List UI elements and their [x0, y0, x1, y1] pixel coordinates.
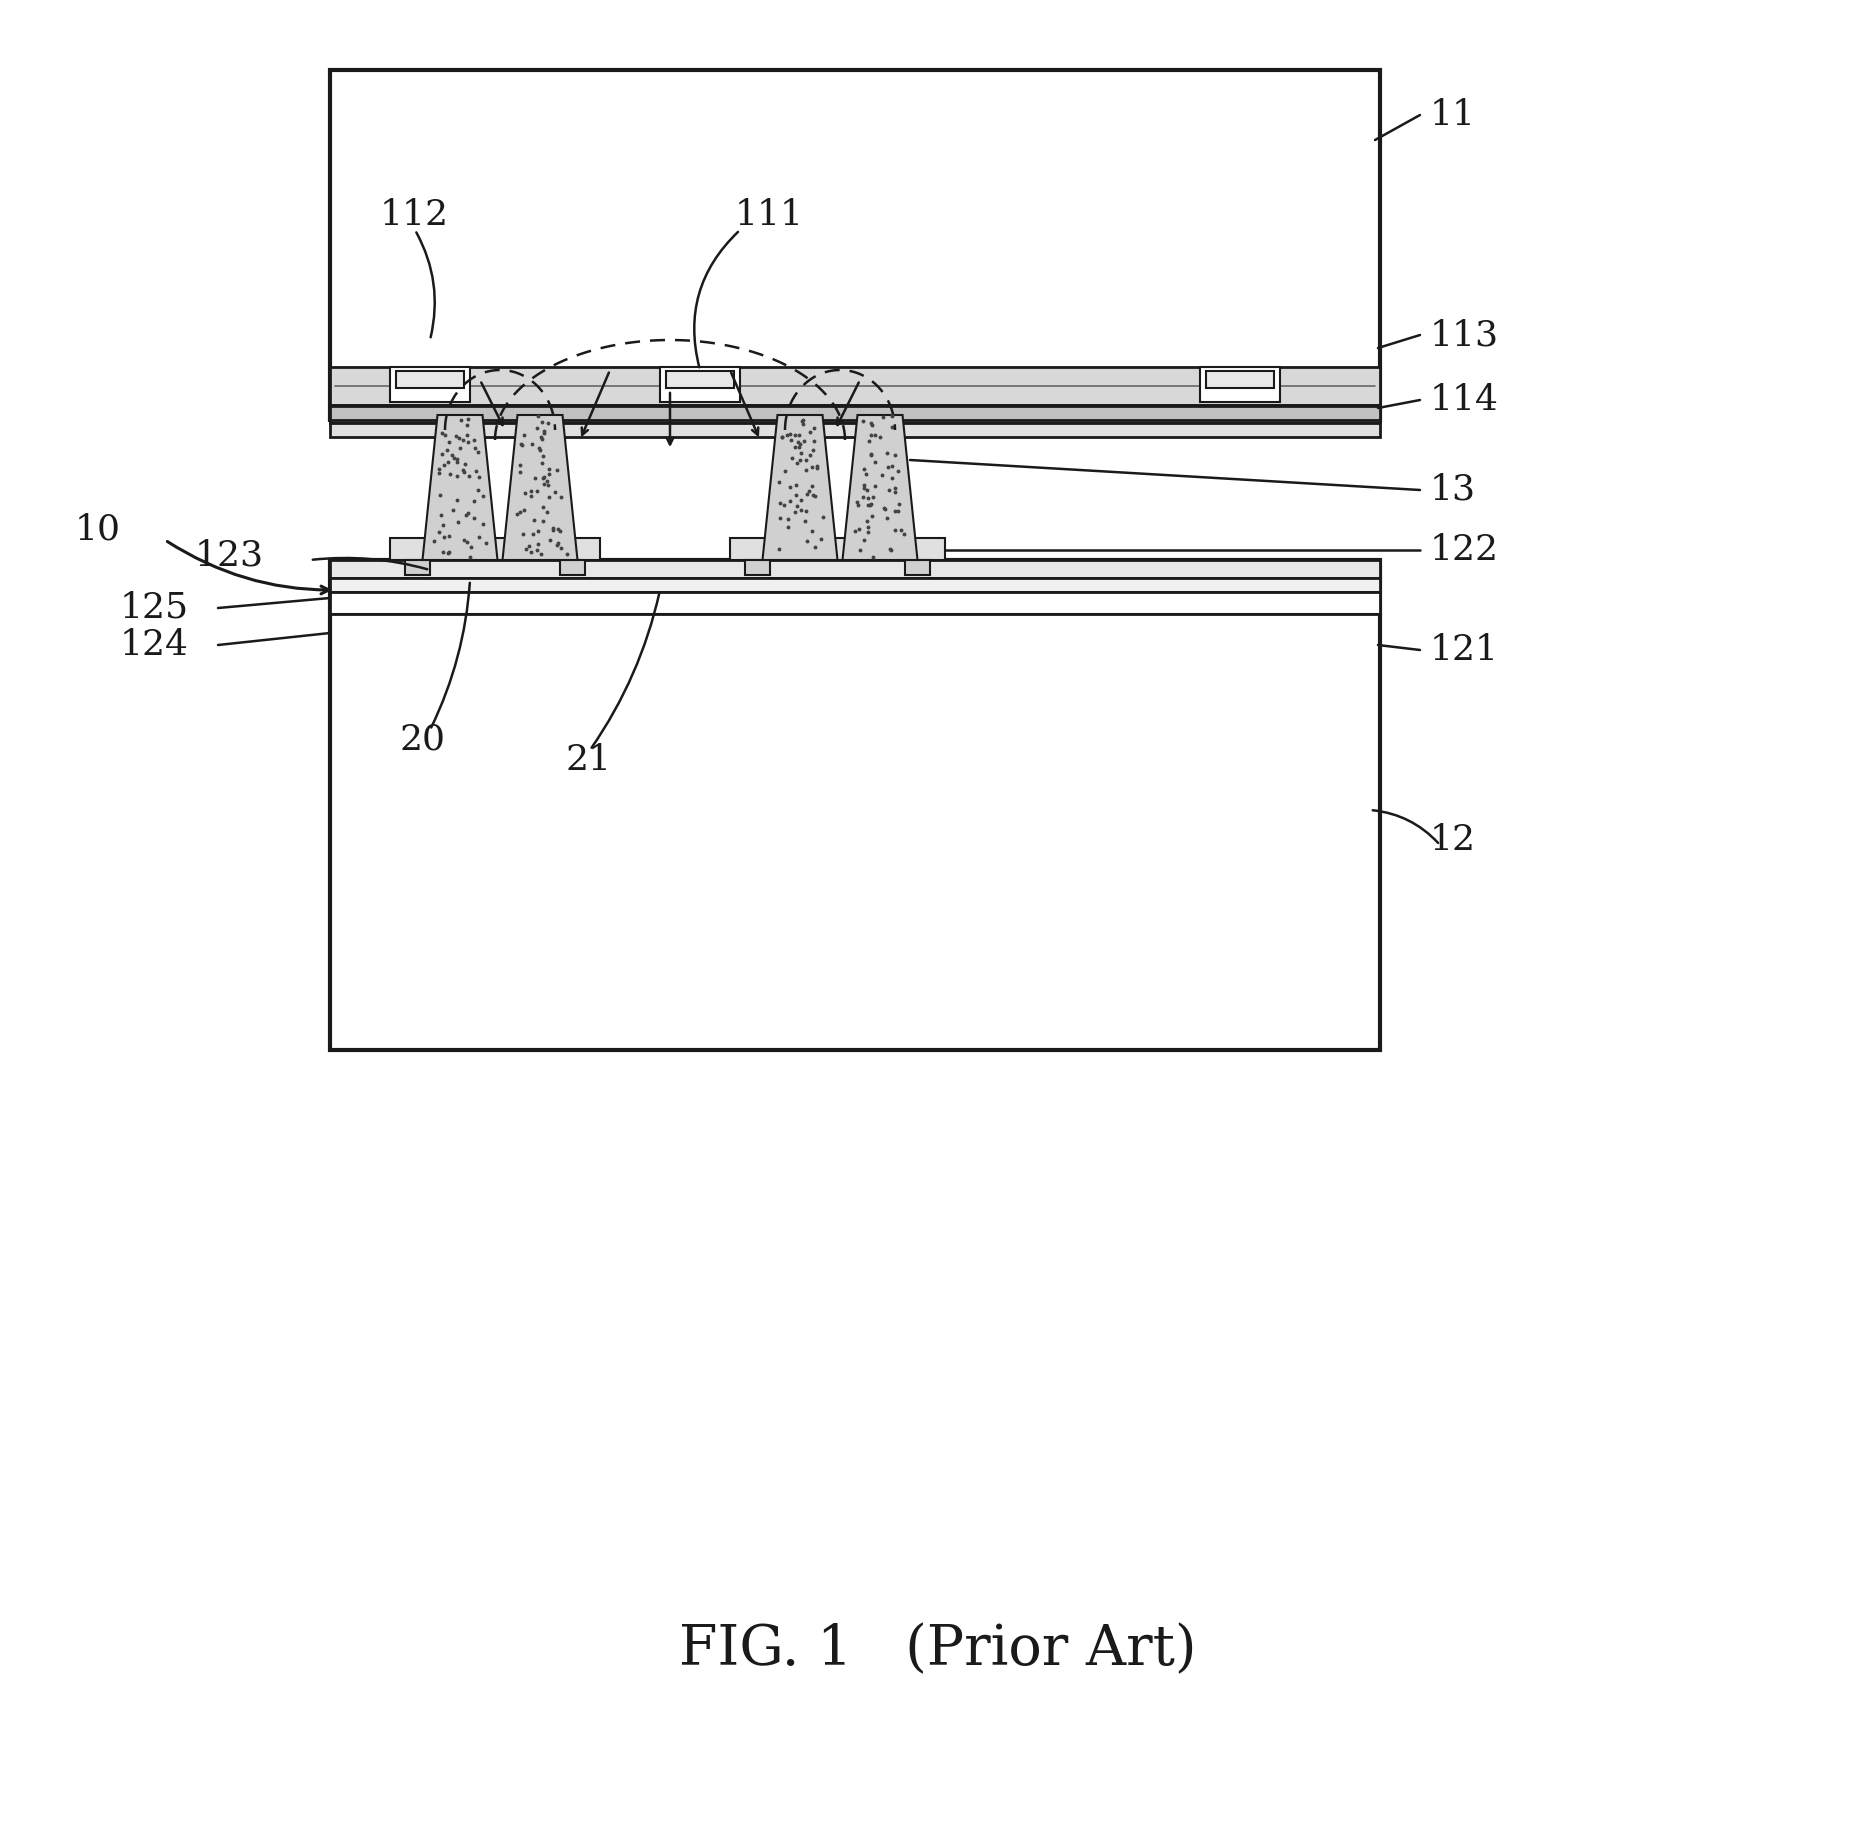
Text: 20: 20	[399, 723, 446, 758]
Bar	[660, 368, 741, 402]
Bar	[330, 577, 1380, 592]
Bar	[1200, 368, 1281, 402]
Bar	[330, 561, 1380, 577]
Bar	[330, 561, 1380, 1051]
Text: 10: 10	[75, 514, 122, 546]
Bar	[330, 406, 1380, 421]
Text: 12: 12	[1431, 823, 1476, 858]
Text: 125: 125	[120, 592, 189, 625]
Bar	[390, 368, 471, 402]
Text: 121: 121	[1431, 634, 1498, 666]
Bar	[330, 422, 1380, 437]
Bar	[396, 371, 463, 388]
Text: 111: 111	[735, 198, 804, 231]
Text: 122: 122	[1431, 534, 1498, 566]
Polygon shape	[763, 415, 838, 561]
Text: 13: 13	[1431, 473, 1476, 506]
Bar	[330, 404, 1380, 422]
Bar	[729, 537, 945, 561]
Bar	[330, 592, 1380, 614]
Polygon shape	[422, 415, 497, 561]
Polygon shape	[503, 415, 578, 561]
Text: FIG. 1   (Prior Art): FIG. 1 (Prior Art)	[679, 1623, 1196, 1677]
Text: 124: 124	[120, 628, 189, 663]
Bar	[330, 69, 1380, 421]
Bar	[744, 561, 771, 575]
Polygon shape	[842, 415, 917, 561]
Bar	[405, 561, 429, 575]
Text: 114: 114	[1431, 382, 1498, 417]
Text: 11: 11	[1431, 98, 1476, 131]
Bar	[666, 371, 733, 388]
Bar	[330, 368, 1380, 404]
Bar	[561, 561, 585, 575]
Text: 113: 113	[1431, 319, 1500, 351]
Text: 112: 112	[381, 198, 448, 231]
Text: 21: 21	[564, 743, 611, 778]
Bar	[1206, 371, 1273, 388]
Bar	[906, 561, 930, 575]
Text: 123: 123	[195, 537, 264, 572]
Bar	[390, 537, 600, 561]
